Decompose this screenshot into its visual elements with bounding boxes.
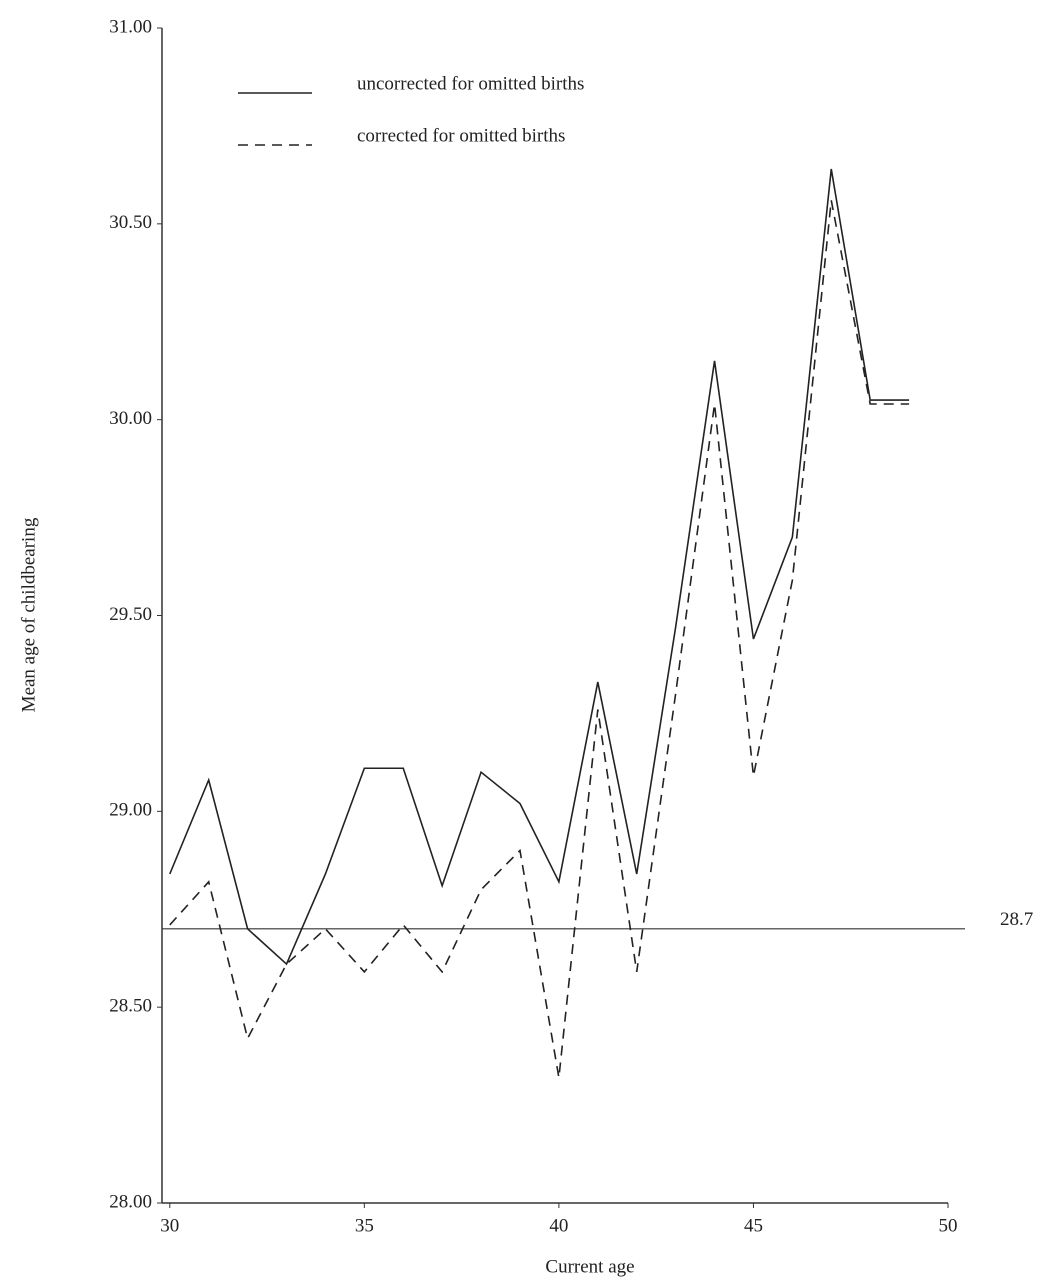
y-tick-label: 28.00 <box>109 1191 152 1212</box>
x-tick-label: 45 <box>744 1215 763 1236</box>
y-tick-label: 30.00 <box>109 408 152 429</box>
legend-label: uncorrected for omitted births <box>357 73 584 94</box>
x-tick-label: 30 <box>160 1215 179 1236</box>
y-tick-label: 30.50 <box>109 212 152 233</box>
y-tick-label: 31.00 <box>109 16 152 37</box>
x-tick-label: 40 <box>549 1215 568 1236</box>
series-line <box>169 200 910 1078</box>
y-tick-label: 29.50 <box>109 604 152 625</box>
x-tick-label: 50 <box>939 1215 958 1236</box>
x-tick-label: 35 <box>355 1215 374 1236</box>
y-tick-label: 29.00 <box>109 800 152 821</box>
series-line <box>169 168 910 966</box>
legend-label: corrected for omitted births <box>357 125 565 146</box>
reference-label: 28.7 <box>1000 909 1033 930</box>
y-axis-label: Mean age of childbearing <box>18 517 39 712</box>
y-tick-label: 28.50 <box>109 996 152 1017</box>
x-axis-label: Current age <box>545 1256 634 1277</box>
